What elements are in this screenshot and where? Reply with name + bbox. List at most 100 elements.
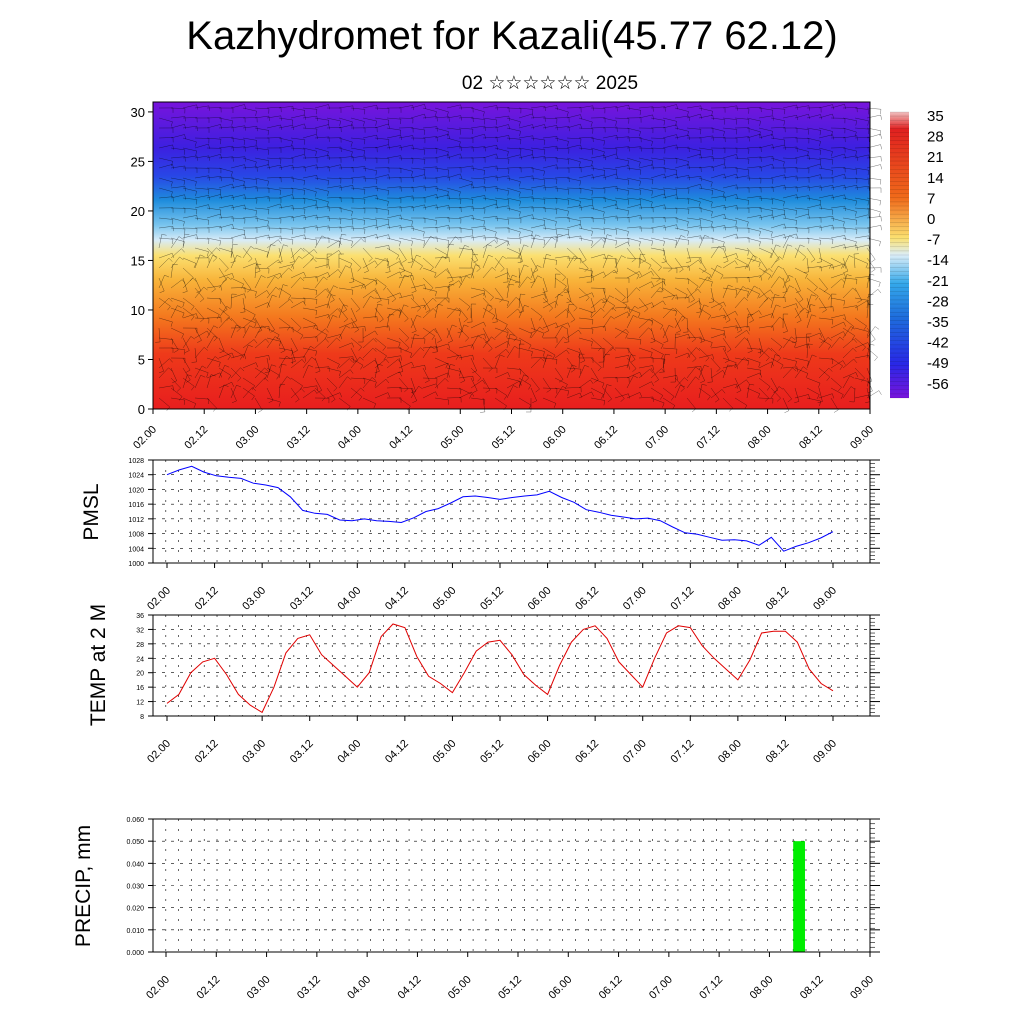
barb — [866, 107, 881, 110]
barb — [710, 333, 725, 339]
barb-flag — [515, 297, 520, 301]
barb — [722, 260, 736, 269]
barb — [398, 275, 405, 289]
barb-flag — [172, 263, 178, 266]
barb — [602, 197, 617, 202]
barb-flag — [286, 376, 292, 380]
barb — [254, 264, 257, 279]
barb — [242, 362, 257, 369]
barb — [422, 136, 437, 139]
barb-flag — [251, 395, 255, 401]
barb-flag — [499, 354, 505, 357]
barb-flag — [424, 174, 427, 180]
barb — [278, 327, 293, 329]
barb — [626, 287, 637, 299]
barb-flag — [700, 340, 705, 344]
barb — [638, 257, 652, 266]
barb — [866, 274, 870, 289]
x-tick-label: 09.00 — [848, 974, 876, 1002]
barb-flag — [724, 333, 727, 339]
barb — [242, 237, 257, 240]
barb-flag — [676, 294, 678, 300]
barb — [578, 105, 593, 109]
barb-flag — [831, 151, 833, 157]
barb-flag — [747, 360, 749, 366]
barb — [398, 361, 412, 369]
barb — [566, 224, 581, 229]
barb-flag — [448, 340, 453, 344]
barb-flag — [323, 276, 328, 281]
barb-flag — [196, 209, 198, 215]
barb — [782, 275, 790, 289]
barb — [398, 135, 413, 139]
barb — [350, 237, 365, 239]
barb — [782, 175, 797, 179]
barb — [770, 294, 775, 309]
barb — [722, 347, 730, 361]
barb — [338, 217, 353, 220]
barb-flag — [303, 110, 306, 116]
barb — [698, 177, 713, 183]
barb — [326, 250, 339, 259]
barb-flag — [787, 398, 792, 403]
barb — [482, 136, 497, 139]
barb — [806, 197, 821, 201]
barb — [242, 166, 257, 169]
barb-flag — [681, 317, 686, 322]
barb — [302, 115, 317, 119]
barb-flag — [316, 385, 318, 391]
barb — [266, 397, 281, 403]
barb-flag — [591, 161, 593, 166]
barb — [194, 277, 202, 291]
barb — [290, 337, 298, 351]
barb-flag — [633, 375, 638, 379]
barb-flag — [220, 194, 223, 200]
barb-flag — [255, 291, 257, 297]
barb-flag — [496, 186, 498, 192]
barb — [854, 367, 865, 379]
barb — [590, 337, 602, 348]
barb — [230, 347, 243, 356]
barb — [734, 136, 749, 139]
barb — [470, 125, 485, 129]
barb-flag — [853, 338, 858, 343]
barb — [578, 174, 593, 179]
barb-flag — [699, 219, 702, 225]
barb — [758, 325, 773, 329]
barb — [626, 247, 636, 260]
barb — [758, 287, 768, 300]
barb-flag — [504, 395, 508, 400]
barb — [410, 147, 425, 151]
barb — [614, 393, 629, 399]
barb — [842, 338, 854, 349]
barb — [170, 186, 185, 189]
barb-flag — [172, 164, 175, 170]
barb-flag — [226, 306, 231, 310]
barb — [818, 167, 833, 171]
barb — [734, 357, 745, 369]
barb — [530, 327, 545, 334]
barb — [686, 197, 701, 203]
barb — [842, 317, 855, 327]
barb-flag — [832, 393, 835, 399]
barb-flag — [445, 269, 450, 274]
barb-flag — [570, 319, 575, 323]
barb-flag — [819, 240, 822, 246]
barb-flag — [819, 130, 822, 136]
barb-flag — [267, 302, 271, 308]
barb — [542, 136, 557, 139]
barb — [530, 237, 545, 241]
barb — [662, 124, 677, 129]
barb — [206, 356, 216, 369]
barb-flag — [675, 311, 677, 316]
barb — [602, 347, 604, 362]
barb — [158, 237, 173, 240]
barb — [566, 167, 581, 169]
x-tick-label: 07.12 — [668, 585, 696, 613]
barb-flag — [213, 335, 219, 339]
barb-flag — [553, 403, 557, 408]
barb — [734, 377, 742, 391]
barb — [350, 197, 365, 200]
barb-flag — [601, 383, 605, 388]
barb-flag — [216, 314, 220, 320]
